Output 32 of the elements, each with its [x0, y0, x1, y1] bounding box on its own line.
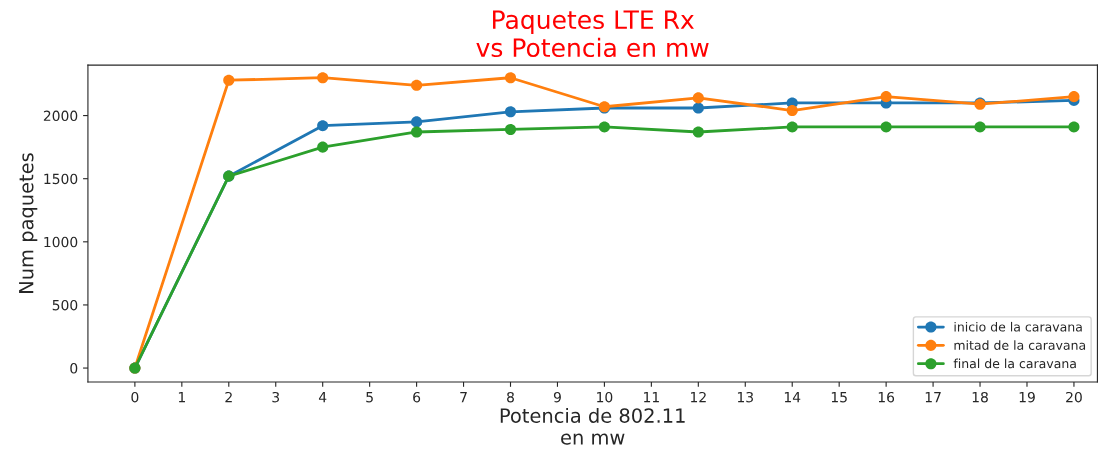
x-tick-label: 2 — [225, 391, 232, 403]
y-axis-title: Num paquetes — [19, 153, 38, 293]
x-tick-label: 7 — [460, 392, 467, 403]
x-tick-label: 20 — [1066, 391, 1082, 403]
x-axis-title: Potencia de 802.11 en mw — [500, 407, 685, 445]
legend-label: mitad de la caravana — [954, 340, 1086, 350]
y-tick-label: 0 — [70, 363, 78, 374]
x-tick-label: 4 — [318, 392, 327, 403]
x-tick-label: 19 — [1019, 391, 1035, 403]
y-tick-label: 2000 — [43, 110, 78, 122]
x-tick-label: 8 — [507, 391, 514, 403]
x-tick-label: 0 — [131, 391, 139, 403]
x-tick-label: 12 — [691, 391, 706, 403]
x-tick-label: 11 — [644, 392, 659, 403]
x-tick-label: 10 — [597, 391, 613, 403]
x-tick-label: 16 — [878, 391, 895, 403]
x-tick-label: 9 — [553, 391, 561, 403]
x-tick-label: 6 — [413, 391, 421, 403]
legend-label: final de la caravana — [953, 358, 1076, 369]
y-tick-label: 1000 — [44, 236, 78, 248]
x-tick-label: 15 — [831, 392, 847, 403]
x-tick-label: 14 — [784, 392, 801, 403]
x-tick-label: 1 — [178, 392, 185, 403]
chart-title: Paquetes LTE Rx vs Potencia en mw — [476, 10, 709, 58]
x-tick-label: 17 — [925, 392, 941, 403]
y-tick-label: 500 — [52, 299, 78, 311]
x-tick-label: 13 — [737, 391, 753, 403]
legend-label: inicio de la caravana — [954, 321, 1082, 332]
x-tick-label: 18 — [972, 391, 988, 403]
y-tick-label: 1500 — [44, 173, 78, 185]
x-tick-label: 3 — [272, 391, 280, 403]
x-tick-label: 5 — [366, 392, 373, 403]
